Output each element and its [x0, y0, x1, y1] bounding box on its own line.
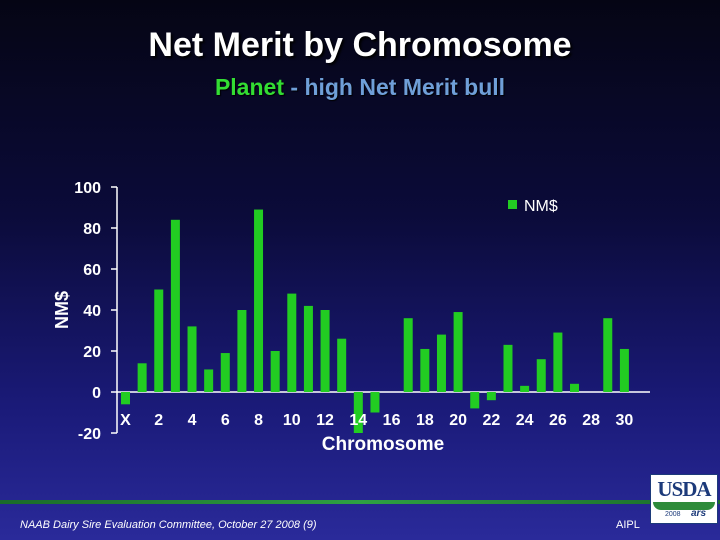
bar-2	[154, 289, 164, 392]
bar-21	[470, 392, 480, 409]
subtitle-separator: -	[283, 74, 305, 100]
bar-20	[453, 312, 463, 392]
x-tick-label: 20	[449, 412, 467, 429]
bar-15	[370, 392, 380, 413]
y-tick-label: 20	[83, 344, 101, 361]
bar-22	[486, 392, 496, 401]
y-tick-label: 40	[83, 303, 101, 320]
x-tick-label: 14	[349, 412, 367, 429]
y-tick-label: 0	[92, 385, 101, 402]
footer-divider	[0, 500, 720, 504]
bar-13	[337, 338, 347, 392]
bar-19	[436, 334, 446, 392]
x-tick-label: 30	[616, 412, 634, 429]
logo-text: USDA	[657, 477, 711, 501]
bar-26	[553, 332, 563, 392]
bar-25	[536, 359, 546, 392]
bar-24	[520, 385, 530, 392]
footer-citation: NAAB Dairy Sire Evaluation Committee, Oc…	[20, 519, 317, 531]
bar-4	[187, 326, 197, 392]
x-tick-label: 4	[188, 412, 197, 429]
legend-label: NM$	[524, 198, 558, 215]
footer-org: AIPL	[616, 519, 640, 531]
x-tick-label: 2	[154, 412, 163, 429]
bar-3	[170, 219, 180, 392]
x-tick-label: 22	[482, 412, 500, 429]
x-tick-label: X	[120, 412, 131, 429]
y-tick-label: 100	[74, 180, 101, 197]
bar-1	[137, 363, 147, 392]
bar-30	[619, 348, 629, 392]
bar-18	[420, 348, 430, 392]
x-tick-label: 16	[383, 412, 401, 429]
bar-17	[403, 318, 413, 392]
x-axis-title: Chromosome	[322, 434, 444, 455]
y-axis-title: NM$	[52, 291, 72, 329]
bar-12	[320, 310, 330, 392]
page-subtitle: Planet - high Net Merit bull	[0, 74, 720, 101]
legend-swatch	[508, 200, 517, 209]
logo-year: 2008	[665, 511, 681, 518]
page-title: Net Merit by Chromosome	[148, 26, 572, 64]
bar-7	[237, 310, 247, 392]
bar-29	[603, 318, 613, 392]
x-tick-label: 26	[549, 412, 567, 429]
subtitle-description: high Net Merit bull	[304, 74, 506, 100]
x-tick-label: 6	[221, 412, 230, 429]
bar-23	[503, 344, 513, 392]
x-tick-label: 18	[416, 412, 434, 429]
x-tick-label: 12	[316, 412, 334, 429]
bar-8	[254, 209, 264, 392]
x-tick-label: 28	[582, 412, 600, 429]
usda-logo: USDA 2008 ars	[650, 474, 718, 524]
bar-14	[353, 392, 363, 433]
x-tick-label: 8	[254, 412, 263, 429]
y-tick-label: 60	[83, 262, 101, 279]
ars-mark: ars	[691, 508, 707, 519]
bar-5	[204, 369, 214, 392]
subtitle-bull-name: Planet	[214, 74, 284, 100]
bar-10	[287, 293, 297, 392]
logo-swoosh	[653, 502, 715, 510]
bar-11	[303, 305, 313, 392]
y-tick-label: -20	[78, 426, 101, 443]
bar-9	[270, 351, 280, 392]
bar-27	[570, 383, 580, 392]
y-tick-label: 80	[83, 221, 101, 238]
x-tick-label: 10	[283, 412, 301, 429]
x-tick-label: 24	[516, 412, 534, 429]
bar-X	[121, 392, 130, 405]
bar-6	[220, 353, 230, 392]
